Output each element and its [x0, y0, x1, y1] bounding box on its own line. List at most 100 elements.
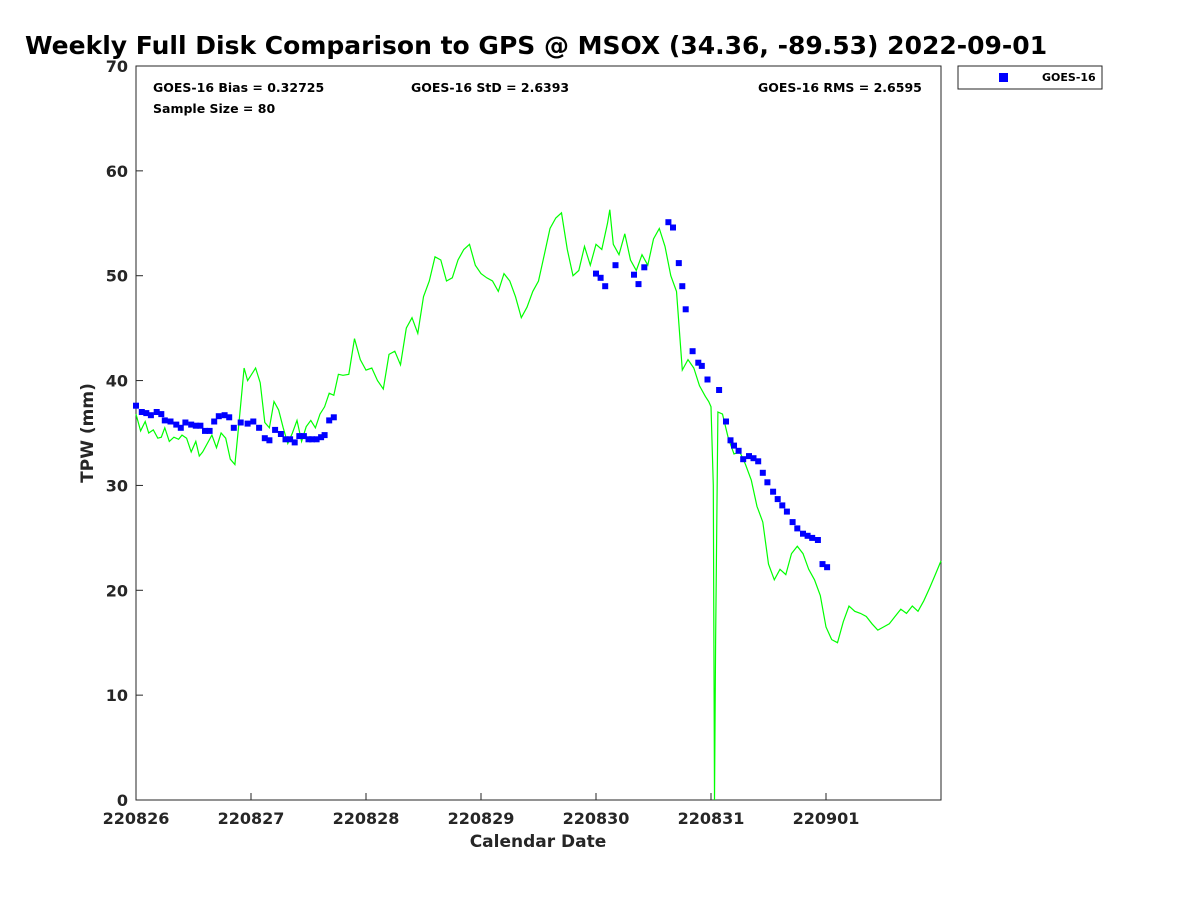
goes16-point [597, 274, 604, 281]
goes16-point [770, 488, 777, 495]
sample-size-stat: Sample Size = 80 [153, 101, 275, 116]
bias-stat: GOES-16 Bias = 0.32725 [153, 80, 324, 95]
y-tick-label: 0 [117, 791, 128, 810]
goes16-point [819, 561, 826, 568]
goes16-point [612, 262, 619, 269]
goes16-point [277, 431, 284, 437]
goes16-point [138, 409, 145, 415]
goes16-point [211, 418, 218, 425]
goes16-point [330, 414, 337, 421]
goes16-point [147, 412, 154, 419]
goes16-point [167, 418, 174, 425]
rms-stat: GOES-16 RMS = 2.6595 [758, 80, 922, 95]
y-axis-label: TPW (mm) [78, 383, 98, 483]
goes16-point [143, 410, 150, 417]
goes16-point [282, 436, 289, 443]
goes16-point [670, 224, 676, 231]
goes16-point [731, 442, 737, 449]
goes16-point [746, 453, 752, 460]
legend-label-goes16: GOES-16 [1042, 71, 1096, 84]
goes16-point [794, 525, 801, 532]
goes16-point [723, 418, 729, 425]
goes16-point [809, 534, 816, 541]
x-tick-label: 220830 [563, 809, 630, 828]
goes16-point [326, 417, 333, 424]
std-stat: GOES-16 StD = 2.6393 [411, 80, 569, 95]
goes16-point [774, 496, 781, 503]
goes16-point [133, 402, 139, 409]
goes16-point [266, 437, 273, 444]
goes16-point [206, 427, 213, 434]
goes16-point [675, 260, 682, 267]
goes16-point [318, 434, 325, 441]
legend-marker-goes16 [999, 73, 1008, 82]
x-tick-label: 220829 [448, 809, 515, 828]
goes16-point [177, 424, 184, 431]
plot-marks [133, 209, 942, 801]
goes16-point [593, 270, 599, 277]
goes16-point [237, 419, 244, 426]
chart-title: Weekly Full Disk Comparison to GPS @ MSO… [25, 31, 1047, 60]
goes16-point [750, 455, 757, 462]
goes16-point [641, 264, 648, 271]
goes16-point [158, 411, 165, 418]
goes16-point [631, 271, 637, 278]
x-tick-label: 220831 [678, 809, 745, 828]
goes16-point [804, 532, 811, 539]
goes16-point [824, 564, 831, 571]
goes16-point [256, 424, 263, 431]
goes16-point [689, 348, 696, 355]
goes16-point [300, 433, 307, 440]
legend: GOES-16 [957, 65, 1103, 90]
goes16-point [215, 413, 222, 420]
goes16-point [202, 427, 208, 434]
y-tick-label: 20 [106, 581, 128, 600]
goes16-point [313, 436, 320, 443]
goes16-point [221, 412, 228, 419]
y-tick-label: 70 [106, 57, 128, 76]
x-axis: 220826 220827 220828 220829 220830 220831 2209… [103, 793, 860, 828]
goes16-point [679, 283, 686, 290]
goes16-point [173, 421, 180, 428]
goes16-point [309, 436, 315, 443]
goes16-point [759, 469, 766, 476]
goes16-point [291, 439, 298, 446]
goes16-point [735, 447, 742, 454]
goes16-point [779, 502, 786, 509]
x-tick-label: 220828 [333, 809, 400, 828]
goes16-point [682, 306, 689, 313]
goes16-point [230, 424, 237, 431]
goes16-point [153, 409, 160, 415]
goes16-point [197, 422, 204, 429]
goes16-point [740, 456, 747, 463]
goes16-point [716, 387, 723, 393]
goes16-point [296, 433, 303, 440]
goes16-point [814, 537, 821, 543]
goes16-point [727, 437, 734, 444]
plot-area [135, 65, 942, 801]
y-tick-label: 30 [106, 476, 128, 495]
goes16-point [188, 421, 195, 428]
goes16-point [695, 359, 702, 366]
goes16-point [698, 362, 705, 369]
y-tick-label: 50 [106, 267, 128, 286]
y-tick-label: 60 [106, 162, 128, 181]
x-tick-label: 220901 [793, 809, 860, 828]
goes16-point [272, 426, 279, 433]
x-tick-label: 220826 [103, 809, 170, 828]
legend-box [957, 65, 1103, 90]
goes16-point [244, 420, 251, 427]
gps-series-line [135, 209, 942, 801]
goes16-point [800, 530, 806, 537]
goes16-point [635, 281, 642, 288]
goes16-point [305, 436, 312, 443]
goes16-point [261, 435, 268, 442]
goes16-point [789, 519, 796, 526]
goes16-point [192, 422, 199, 429]
goes16-point [602, 283, 609, 290]
goes16-point [321, 432, 328, 439]
goes16-point [182, 419, 189, 426]
goes16-point [226, 414, 233, 421]
goes16-point [665, 219, 672, 226]
